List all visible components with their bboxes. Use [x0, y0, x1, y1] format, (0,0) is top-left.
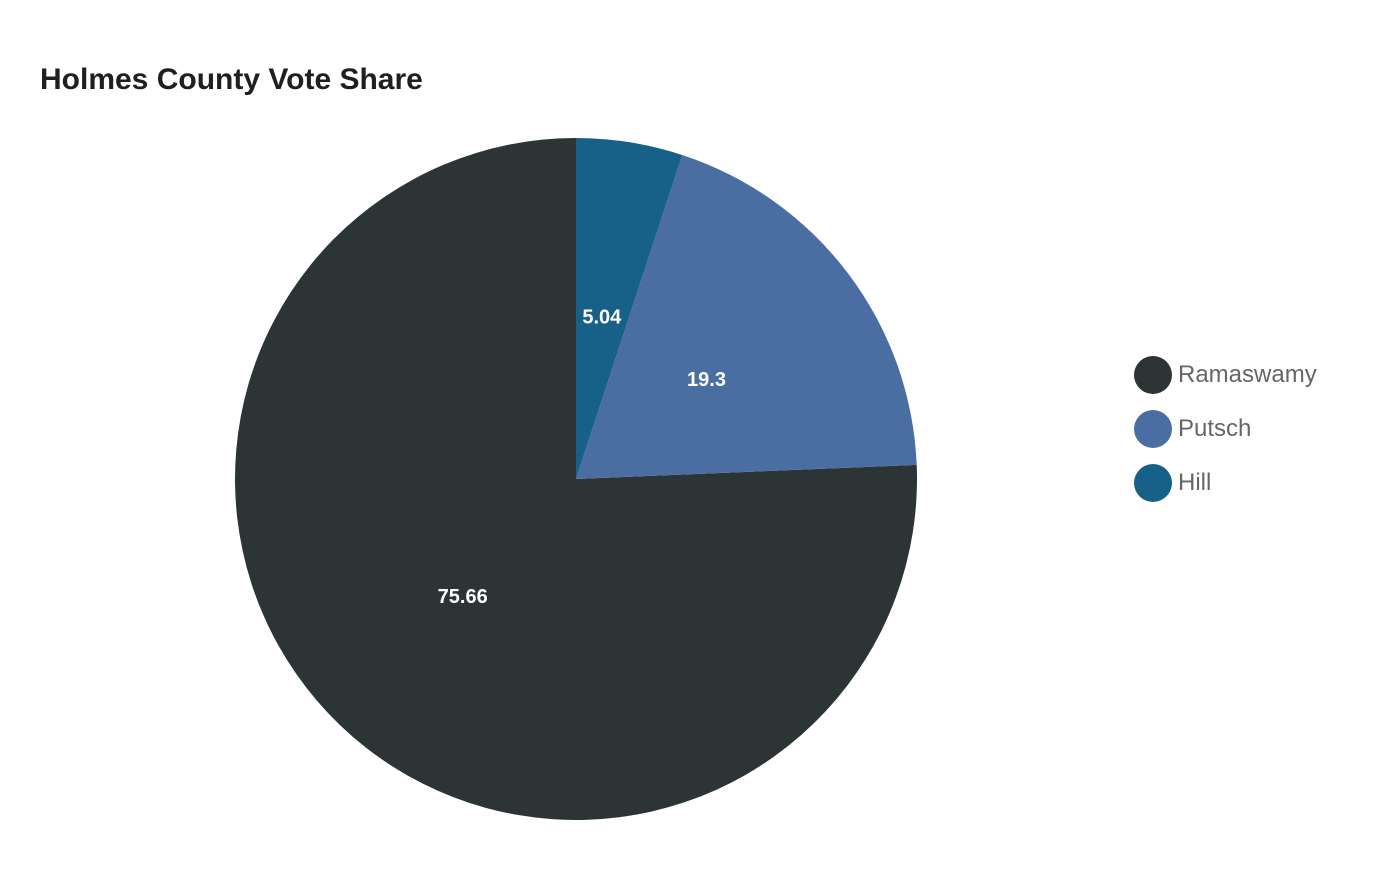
legend-item-hill[interactable]: Hill [1134, 464, 1317, 502]
legend-label: Hill [1178, 469, 1212, 496]
pie-slice-hill[interactable] [576, 138, 683, 479]
legend-label: Ramaswamy [1178, 361, 1317, 388]
chart-title: Holmes County Vote Share [40, 63, 423, 96]
legend-item-ramaswamy[interactable]: Ramaswamy [1134, 356, 1317, 394]
pie-slices [235, 138, 918, 821]
legend-swatch [1134, 464, 1172, 502]
pie-slice-labels: 75.66 19.3 5.04 [438, 306, 726, 608]
slice-value-label-putsch: 19.3 [687, 369, 726, 391]
legend-item-putsch[interactable]: Putsch [1134, 410, 1317, 448]
slice-value-label-hill: 5.04 [582, 306, 622, 328]
pie-slice-putsch[interactable] [576, 154, 917, 479]
legend-swatch [1134, 356, 1172, 394]
legend-swatch [1134, 410, 1172, 448]
legend-label: Putsch [1178, 415, 1252, 442]
pie-slice-ramaswamy[interactable] [235, 138, 918, 821]
slice-value-label-ramaswamy: 75.66 [438, 586, 488, 608]
chart-legend: Ramaswamy Putsch Hill [1134, 356, 1317, 518]
